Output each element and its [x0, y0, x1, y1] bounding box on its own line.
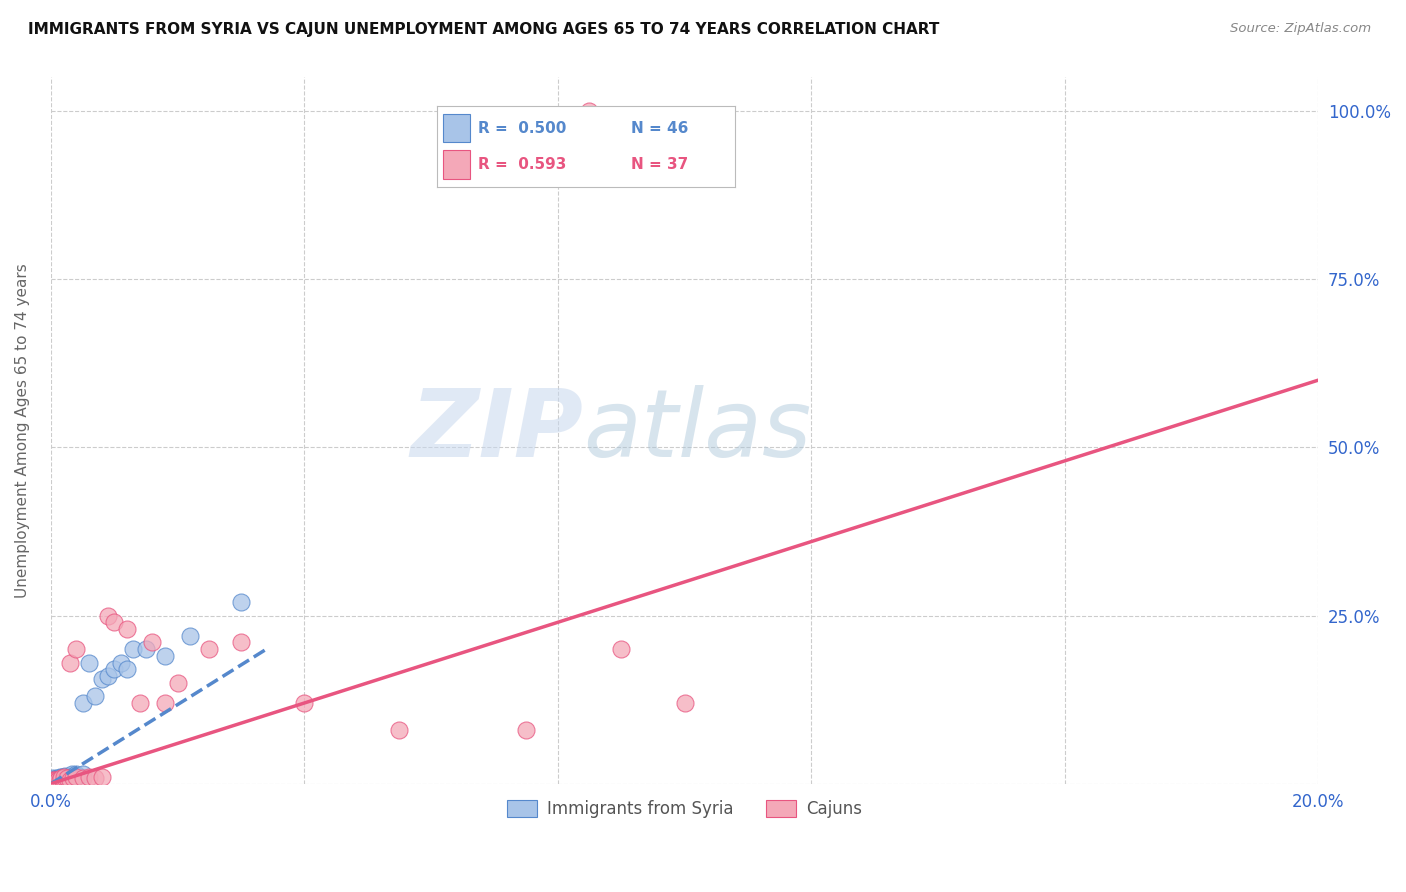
Point [128, 696, 150, 710]
Point [48, 770, 70, 784]
Point [45, 773, 67, 788]
Point [48, 772, 70, 787]
Text: ZIP: ZIP [411, 384, 583, 476]
Point [52, 772, 75, 787]
Point [59, 769, 82, 783]
Text: atlas: atlas [583, 385, 811, 476]
Point [578, 104, 600, 119]
Point [179, 629, 201, 643]
Point [77, 770, 100, 784]
Point [135, 642, 157, 657]
Point [84, 690, 107, 704]
Point [62, 772, 84, 786]
Point [166, 676, 188, 690]
Point [51, 772, 73, 786]
Point [59, 772, 82, 787]
Point [122, 642, 145, 657]
Point [42, 774, 65, 789]
Point [49, 772, 72, 787]
Text: IMMIGRANTS FROM SYRIA VS CAJUN UNEMPLOYMENT AMONG AGES 65 TO 74 YEARS CORRELATIO: IMMIGRANTS FROM SYRIA VS CAJUN UNEMPLOYM… [28, 22, 939, 37]
Point [65, 770, 87, 784]
Point [97, 608, 120, 623]
Point [42, 772, 65, 787]
Point [60, 770, 83, 784]
Point [229, 595, 252, 609]
Point [153, 696, 176, 710]
Point [103, 615, 125, 630]
Point [110, 656, 132, 670]
Point [52, 770, 75, 784]
Point [55, 772, 77, 786]
Point [52, 773, 75, 788]
Point [42, 772, 65, 787]
Point [388, 723, 411, 737]
Point [72, 772, 94, 786]
Point [115, 662, 138, 676]
Point [65, 766, 87, 780]
Point [115, 622, 138, 636]
Point [44, 774, 66, 789]
Point [42, 774, 65, 789]
Point [229, 635, 252, 649]
Point [49, 772, 72, 786]
Point [62, 769, 84, 783]
Point [52, 770, 75, 784]
Point [42, 773, 65, 788]
Point [56, 772, 79, 786]
Point [46, 774, 69, 789]
Point [90, 673, 112, 687]
Point [55, 772, 77, 786]
Point [59, 770, 82, 784]
Point [53, 772, 76, 786]
Point [41, 773, 63, 788]
Point [77, 656, 100, 670]
Point [103, 662, 125, 676]
Point [65, 642, 87, 657]
Point [60, 766, 83, 780]
Y-axis label: Unemployment Among Ages 65 to 74 years: Unemployment Among Ages 65 to 74 years [15, 263, 30, 598]
Point [55, 769, 77, 783]
Point [48, 773, 70, 788]
Point [673, 696, 696, 710]
Point [44, 772, 66, 786]
Text: Source: ZipAtlas.com: Source: ZipAtlas.com [1230, 22, 1371, 36]
Point [141, 635, 163, 649]
Point [59, 656, 82, 670]
Point [515, 723, 537, 737]
Point [66, 769, 89, 783]
Point [45, 773, 67, 788]
Legend: Immigrants from Syria, Cajuns: Immigrants from Syria, Cajuns [501, 793, 869, 825]
Point [44, 774, 66, 789]
Point [46, 772, 69, 786]
Point [48, 772, 70, 787]
Point [97, 669, 120, 683]
Point [72, 696, 94, 710]
Point [51, 770, 73, 784]
Point [41, 774, 63, 789]
Point [153, 648, 176, 663]
Point [72, 766, 94, 780]
Point [48, 773, 70, 788]
Point [198, 642, 221, 657]
Point [90, 770, 112, 784]
Point [610, 642, 633, 657]
Point [56, 770, 79, 784]
Point [49, 772, 72, 786]
Point [292, 696, 315, 710]
Point [65, 768, 87, 782]
Point [45, 772, 67, 787]
Point [42, 772, 65, 786]
Point [84, 772, 107, 786]
Point [46, 774, 69, 789]
